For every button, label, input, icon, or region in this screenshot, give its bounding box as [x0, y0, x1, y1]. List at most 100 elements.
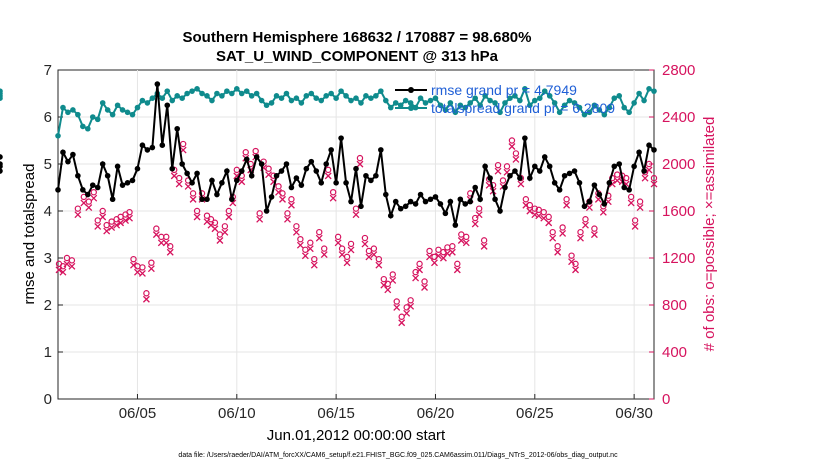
totalspread-point [268, 100, 275, 106]
y-axis-right: 0 400 800 1200 1600 2000 2400 2800 [649, 62, 695, 408]
obs-possible-marker [68, 257, 76, 264]
obs-possible-marker [549, 228, 556, 236]
x-tick-label: 06/20 [417, 405, 455, 422]
obs-assimilated-marker [508, 143, 516, 150]
totalspread-point [358, 100, 364, 106]
obs-possible-marker [347, 240, 355, 248]
totalspread-point [641, 97, 647, 104]
y-right-tick-label: 400 [662, 344, 687, 361]
totalspread-point [238, 90, 245, 97]
rmse-point [129, 177, 136, 184]
rmse-point [626, 187, 632, 193]
totalspread-point [70, 107, 76, 113]
rmse-point [636, 149, 642, 156]
totalspread-point [378, 88, 384, 94]
obs-possible-marker [284, 210, 291, 217]
obs-possible-marker [398, 313, 405, 320]
totalspread-point [551, 100, 558, 106]
totalspread-point [601, 111, 608, 118]
totalspread-point [517, 97, 523, 104]
rmse-point [114, 163, 121, 170]
obs-possible-marker [370, 245, 378, 252]
rmse-point [467, 198, 474, 205]
obs-assimilated-marker [134, 268, 141, 276]
obs-possible-marker [338, 245, 346, 252]
y-right-tick-label: 1600 [662, 203, 695, 220]
obs-possible-marker [384, 280, 391, 288]
obs-possible-marker [139, 264, 146, 271]
obs-possible-marker [74, 205, 82, 212]
y-left-tick-label: 4 [44, 203, 52, 220]
totalspread-point [596, 107, 603, 113]
rmse-point [383, 191, 389, 198]
rmse-point [517, 175, 523, 181]
obs-possible-marker [302, 246, 309, 253]
rmse-point [561, 172, 568, 179]
obs-assimilated-marker [559, 229, 567, 237]
obs-possible-marker [554, 243, 561, 250]
rmse-point [214, 191, 220, 198]
obs-assimilated-marker [256, 215, 264, 223]
y-axis-left-label: rmse and totalspread [21, 164, 38, 305]
rmse-point [527, 175, 533, 181]
obs-assimilated-marker [375, 261, 383, 269]
totalspread-point [343, 93, 349, 99]
totalspread-point [392, 100, 399, 106]
y-left-tick-label: 0 [44, 391, 52, 408]
rmse-point [318, 180, 325, 186]
totalspread-point [0, 90, 3, 97]
totalspread-point [293, 95, 300, 101]
rmse-point [412, 201, 419, 207]
obs-assimilated-marker [68, 262, 76, 270]
rmse-point [392, 198, 399, 205]
rmse-point [194, 170, 200, 177]
rmse-point [288, 184, 295, 191]
rmse-point [109, 196, 116, 203]
obs-possible-marker [99, 207, 106, 215]
rmse-point [492, 196, 498, 203]
data-file-footer: data file: /Users/raeder/DAI/ATM_forcXX/… [178, 452, 618, 459]
obs-possible-marker [297, 235, 304, 243]
rmse-point [651, 147, 657, 153]
obs-assimilated-marker [531, 211, 539, 219]
obs-assimilated-marker [393, 304, 401, 311]
rmse-point [427, 196, 434, 203]
totalspread-point [318, 97, 325, 104]
totalspread-point [214, 90, 220, 97]
rmse-point [189, 180, 195, 186]
rmse-point [224, 168, 230, 174]
totalspread-point [234, 86, 240, 92]
rmse-point [55, 187, 61, 193]
obs-possible-marker [480, 237, 488, 244]
rmse-point [442, 210, 449, 217]
y-right-tick-label: 800 [662, 297, 687, 314]
totalspread-point [452, 109, 459, 116]
obs-assimilated-marker [225, 213, 233, 221]
totalspread-point [323, 93, 330, 99]
totalspread-point [651, 88, 657, 94]
obs-assimilated-marker [403, 309, 411, 317]
obs-assimilated-marker [320, 251, 328, 259]
obs-assimilated-marker [74, 211, 82, 219]
obs-assimilated-marker [166, 248, 174, 256]
totalspread-point [189, 88, 195, 94]
rmse-point [358, 203, 364, 210]
obs-possible-marker [307, 239, 314, 246]
obs-possible-marker [163, 233, 170, 241]
rmse-point [243, 156, 250, 163]
rmse-point [417, 191, 424, 198]
rmse-point [323, 161, 330, 167]
plot-area [57, 69, 655, 400]
rmse-point [278, 168, 285, 174]
obs-assimilated-marker [517, 180, 525, 188]
totalspread-point [432, 95, 439, 101]
totalspread-point [328, 90, 334, 97]
chart-title: Southern Hemisphere 168632 / 170887 = 98… [183, 29, 532, 46]
totalspread-point [283, 90, 290, 97]
obs-possible-marker [153, 225, 160, 232]
obs-assimilated-marker [59, 268, 67, 276]
obs-possible-marker [435, 246, 442, 253]
totalspread-point [333, 95, 339, 101]
obs-assimilated-marker [421, 284, 428, 291]
obs-assimilated-marker [284, 215, 291, 223]
